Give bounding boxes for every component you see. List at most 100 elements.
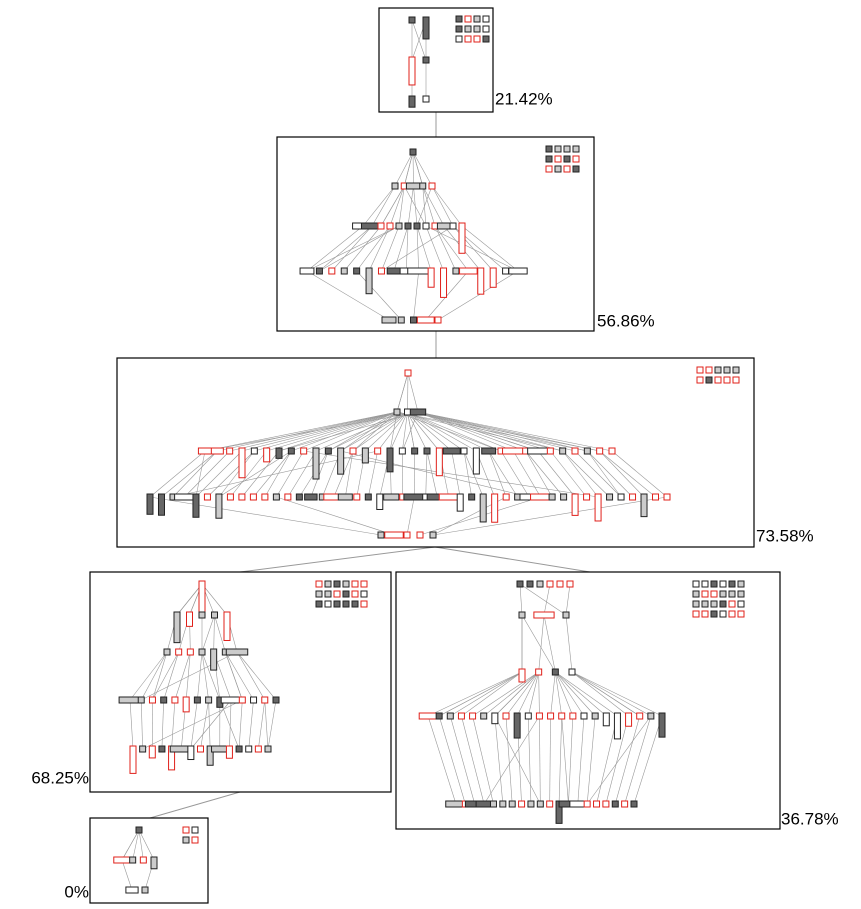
glyph: [387, 448, 393, 472]
legend-glyph: [343, 591, 349, 597]
legend-glyph: [697, 367, 703, 373]
legend-glyph: [474, 26, 480, 32]
node-box: [90, 818, 208, 903]
glyph-link: [439, 672, 522, 716]
glyph: [460, 268, 478, 274]
legend-glyph: [711, 581, 717, 587]
glyph-link: [489, 451, 506, 497]
legend-glyph: [706, 377, 712, 383]
node-label: 73.58%: [756, 526, 814, 545]
glyph: [236, 746, 242, 752]
glyph: [423, 17, 429, 39]
glyph: [354, 268, 360, 274]
glyph: [443, 448, 460, 454]
glyph: [428, 268, 434, 287]
glyph: [405, 223, 411, 229]
glyph-link: [555, 672, 561, 716]
legend-glyph: [720, 581, 726, 587]
glyph: [198, 448, 211, 454]
glyph: [570, 801, 586, 807]
glyph-link: [562, 716, 569, 804]
legend-glyph: [546, 146, 552, 152]
glyph: [412, 448, 418, 454]
glyph: [603, 801, 609, 807]
glyph: [560, 448, 566, 454]
glyph-link: [408, 373, 409, 412]
glyph-link: [399, 186, 404, 226]
legend-glyph: [555, 166, 561, 172]
glyph: [490, 268, 496, 287]
glyph-link: [202, 652, 209, 700]
glyph-link: [439, 716, 465, 804]
glyph: [387, 268, 400, 274]
glyph: [354, 494, 360, 500]
glyph: [528, 448, 549, 454]
glyph-link: [268, 700, 276, 749]
glyph: [534, 612, 554, 618]
glyph-link: [539, 672, 540, 716]
glyph: [517, 581, 523, 587]
glyph-link: [575, 451, 621, 497]
glyph-link: [452, 451, 461, 497]
glyph: [398, 317, 404, 323]
glyph-link: [587, 716, 595, 804]
glyph: [396, 223, 402, 229]
glyph-link: [237, 652, 276, 700]
glyph-link: [162, 700, 164, 749]
glyph: [276, 448, 282, 458]
glyph-link: [397, 412, 587, 451]
glyph: [161, 697, 167, 703]
glyph-link: [566, 615, 572, 672]
glyph-link: [539, 615, 544, 672]
legend-glyph: [711, 611, 717, 617]
glyph: [548, 713, 554, 719]
legend-glyph: [738, 611, 744, 617]
glyph-link: [173, 451, 217, 497]
legend-glyph: [465, 16, 471, 22]
legend-glyph: [456, 16, 462, 22]
glyph-link: [407, 497, 414, 535]
glyph-link: [404, 152, 413, 186]
glyph: [174, 612, 180, 643]
glyph-link: [209, 700, 211, 749]
legend-glyph: [192, 827, 198, 833]
glyph: [265, 746, 271, 752]
glyph: [609, 448, 615, 454]
glyph-link: [555, 672, 595, 716]
glyph-link: [172, 700, 175, 749]
node-label: 36.78%: [781, 809, 839, 828]
glyph: [262, 494, 268, 500]
glyph: [394, 409, 400, 415]
glyph-link: [395, 152, 413, 186]
glyph: [435, 317, 441, 323]
glyph: [338, 494, 352, 500]
glyph: [300, 268, 314, 274]
glyph: [251, 448, 257, 454]
glyph-link: [522, 615, 555, 672]
glyph: [404, 532, 410, 538]
glyph-link: [369, 226, 390, 271]
glyph-link: [551, 672, 556, 716]
glyph-link: [332, 226, 372, 271]
glyph: [227, 448, 233, 454]
glyph: [563, 612, 569, 618]
glyph: [492, 713, 498, 724]
glyph: [140, 746, 146, 752]
glyph-link: [143, 700, 243, 749]
glyph-link: [526, 451, 564, 497]
glyph: [423, 223, 429, 229]
glyph-link: [489, 451, 518, 497]
glyph: [470, 713, 476, 719]
glyph-link: [164, 652, 179, 700]
glyph-link: [600, 451, 644, 497]
glyph: [473, 448, 479, 474]
legend-glyph: [483, 16, 489, 22]
legend-glyph: [325, 601, 331, 607]
glyph: [375, 448, 381, 454]
glyph: [224, 612, 230, 640]
glyph-link: [381, 226, 399, 271]
glyph: [557, 581, 563, 587]
glyph-link: [152, 652, 167, 700]
legend-glyph: [729, 581, 735, 587]
glyph-link: [122, 830, 139, 860]
